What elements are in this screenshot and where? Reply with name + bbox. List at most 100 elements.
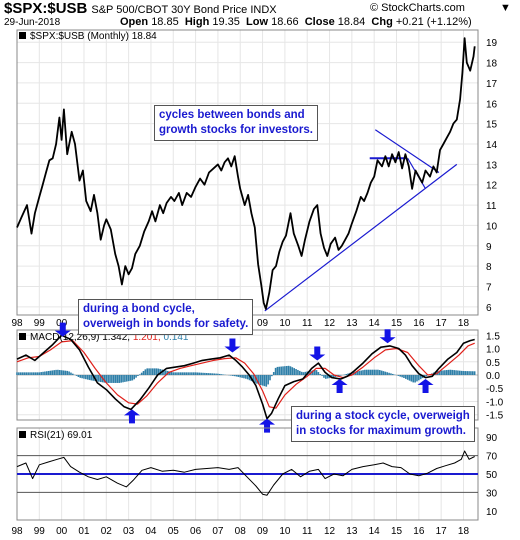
macd-histogram-bar-67 bbox=[140, 372, 143, 375]
price-x-tick-20: 18 bbox=[458, 318, 470, 329]
macd-histogram-bar-39 bbox=[88, 375, 91, 381]
macd-histogram-bar-83 bbox=[170, 371, 173, 375]
macd-histogram-bar-174 bbox=[339, 375, 342, 376]
macd-histogram-bar-178 bbox=[347, 373, 349, 375]
macd-histogram-bar-196 bbox=[380, 370, 383, 375]
macd-histogram-bar-4 bbox=[23, 372, 26, 375]
rsi-y-tick-1: 30 bbox=[486, 488, 498, 499]
macd-histogram-bar-150 bbox=[295, 369, 297, 375]
macd-histogram-bar-240 bbox=[462, 371, 465, 375]
macd-histogram-bar-7 bbox=[29, 372, 31, 375]
rsi-x-tick-19: 17 bbox=[436, 526, 448, 537]
macd-histogram-bar-232 bbox=[447, 369, 450, 375]
macd-histogram-bar-190 bbox=[369, 369, 372, 375]
macd-histogram-bar-170 bbox=[332, 375, 335, 378]
macd-histogram-bar-71 bbox=[148, 368, 150, 375]
macd-histogram-bar-200 bbox=[388, 372, 390, 375]
macd-histogram-bar-210 bbox=[406, 375, 409, 380]
macd-histogram-bar-165 bbox=[323, 375, 325, 378]
macd-histogram-bar-245 bbox=[471, 371, 474, 375]
rsi-series-line bbox=[16, 450, 475, 496]
macd-histogram-bar-193 bbox=[375, 369, 377, 375]
macd-histogram-bar-24 bbox=[60, 370, 63, 375]
price-y-tick-13: 19 bbox=[486, 38, 498, 49]
rsi-x-tick-16: 14 bbox=[369, 526, 381, 537]
macd-histogram-bar-166 bbox=[325, 375, 327, 379]
macd-histogram-bar-185 bbox=[360, 370, 362, 375]
macd-histogram-bar-100 bbox=[202, 372, 204, 375]
macd-histogram-bar-215 bbox=[416, 375, 418, 382]
macd-histogram-bar-107 bbox=[215, 373, 217, 375]
macd-histogram-bar-30 bbox=[72, 373, 74, 375]
macd-y-tick-1: -1.0 bbox=[486, 397, 504, 408]
price-x-tick-13: 11 bbox=[302, 318, 313, 329]
macd-histogram-bar-49 bbox=[107, 375, 109, 383]
macd-histogram-bar-171 bbox=[334, 375, 336, 377]
macd-histogram-bar-5 bbox=[25, 372, 28, 375]
rsi-x-tick-12: 10 bbox=[279, 526, 291, 537]
macd-histogram-bar-70 bbox=[146, 368, 149, 375]
macd-histogram-bar-17 bbox=[47, 370, 50, 375]
rsi-y-tick-0: 10 bbox=[486, 507, 498, 518]
low-label: Low bbox=[246, 16, 269, 28]
macd-histogram-bar-206 bbox=[399, 375, 402, 377]
price-legend: $SPX:$USB (Monthly) 18.84 bbox=[30, 31, 157, 42]
rsi-x-tick-20: 18 bbox=[458, 526, 470, 537]
stockcharts-brand: © StockCharts.com bbox=[370, 2, 465, 14]
triangle-down-icon[interactable]: ▼ bbox=[500, 2, 511, 14]
macd-histogram-bar-57 bbox=[122, 375, 124, 383]
macd-histogram-bar-242 bbox=[466, 371, 469, 375]
macd-histogram-bar-22 bbox=[57, 369, 59, 375]
macd-histogram-bar-229 bbox=[442, 370, 444, 375]
macd-histogram-bar-128 bbox=[254, 375, 256, 383]
macd-histogram-bar-8 bbox=[31, 372, 33, 375]
bond-top-arrow-2007 bbox=[224, 338, 241, 353]
price-x-tick-19: 17 bbox=[436, 318, 448, 329]
macd-histogram-bar-231 bbox=[445, 370, 448, 375]
macd-histogram-bar-136 bbox=[269, 375, 271, 381]
macd-histogram-bar-186 bbox=[362, 370, 364, 375]
macd-histogram-bar-154 bbox=[302, 372, 305, 375]
macd-histogram-bar-217 bbox=[419, 375, 422, 380]
macd-histogram-bar-124 bbox=[246, 375, 249, 380]
price-trendline-2 bbox=[374, 129, 440, 173]
bond-annotation-line-1: during a bond cycle, bbox=[83, 303, 195, 315]
macd-histogram-bar-146 bbox=[287, 365, 290, 375]
close-label: Close bbox=[304, 16, 335, 28]
macd-histogram-bar-208 bbox=[403, 375, 405, 378]
ohlc-readout: Open 18.85 High 19.35 Low 18.66 Close 18… bbox=[120, 16, 472, 28]
low-value: 18.66 bbox=[271, 16, 299, 28]
macd-histogram-bar-43 bbox=[96, 375, 98, 382]
macd-histogram-bar-75 bbox=[155, 368, 158, 375]
macd-y-tick-3: 0.0 bbox=[486, 371, 500, 382]
macd-histogram-bar-63 bbox=[133, 375, 136, 380]
macd-histogram-bar-10 bbox=[34, 372, 37, 375]
macd-histogram-bar-211 bbox=[408, 375, 411, 381]
macd-histogram-bar-131 bbox=[259, 375, 262, 386]
price-y-tick-1: 7 bbox=[486, 283, 492, 294]
macd-histogram-bar-35 bbox=[81, 375, 83, 379]
macd-histogram-bar-28 bbox=[68, 371, 70, 375]
macd-histogram-bar-72 bbox=[150, 368, 152, 375]
macd-histogram-bar-161 bbox=[315, 370, 318, 375]
macd-histogram-bar-164 bbox=[321, 375, 323, 376]
macd-histogram-bar-109 bbox=[218, 373, 221, 375]
macd-histogram-bar-198 bbox=[384, 371, 387, 375]
macd-histogram-bar-239 bbox=[460, 370, 463, 375]
macd-main-line bbox=[16, 334, 475, 420]
macd-histogram-bar-9 bbox=[32, 372, 35, 375]
macd-histogram-bar-50 bbox=[109, 375, 111, 383]
macd-histogram-bar-54 bbox=[116, 375, 119, 383]
macd-histogram-bar-238 bbox=[458, 370, 461, 375]
macd-histogram-bar-246 bbox=[473, 371, 476, 375]
price-y-tick-2: 8 bbox=[486, 262, 492, 273]
macd-histogram-bar-26 bbox=[64, 370, 67, 375]
macd-histogram-bar-182 bbox=[354, 371, 357, 375]
macd-y-tick-5: 1.0 bbox=[486, 345, 500, 356]
macd-histogram-bar-184 bbox=[358, 370, 361, 375]
macd-histogram-bar-214 bbox=[414, 375, 416, 383]
macd-histogram-bar-119 bbox=[237, 375, 240, 377]
macd-histogram-bar-87 bbox=[178, 372, 180, 375]
macd-histogram-bar-139 bbox=[274, 367, 277, 375]
macd-histogram-bar-53 bbox=[114, 375, 117, 383]
